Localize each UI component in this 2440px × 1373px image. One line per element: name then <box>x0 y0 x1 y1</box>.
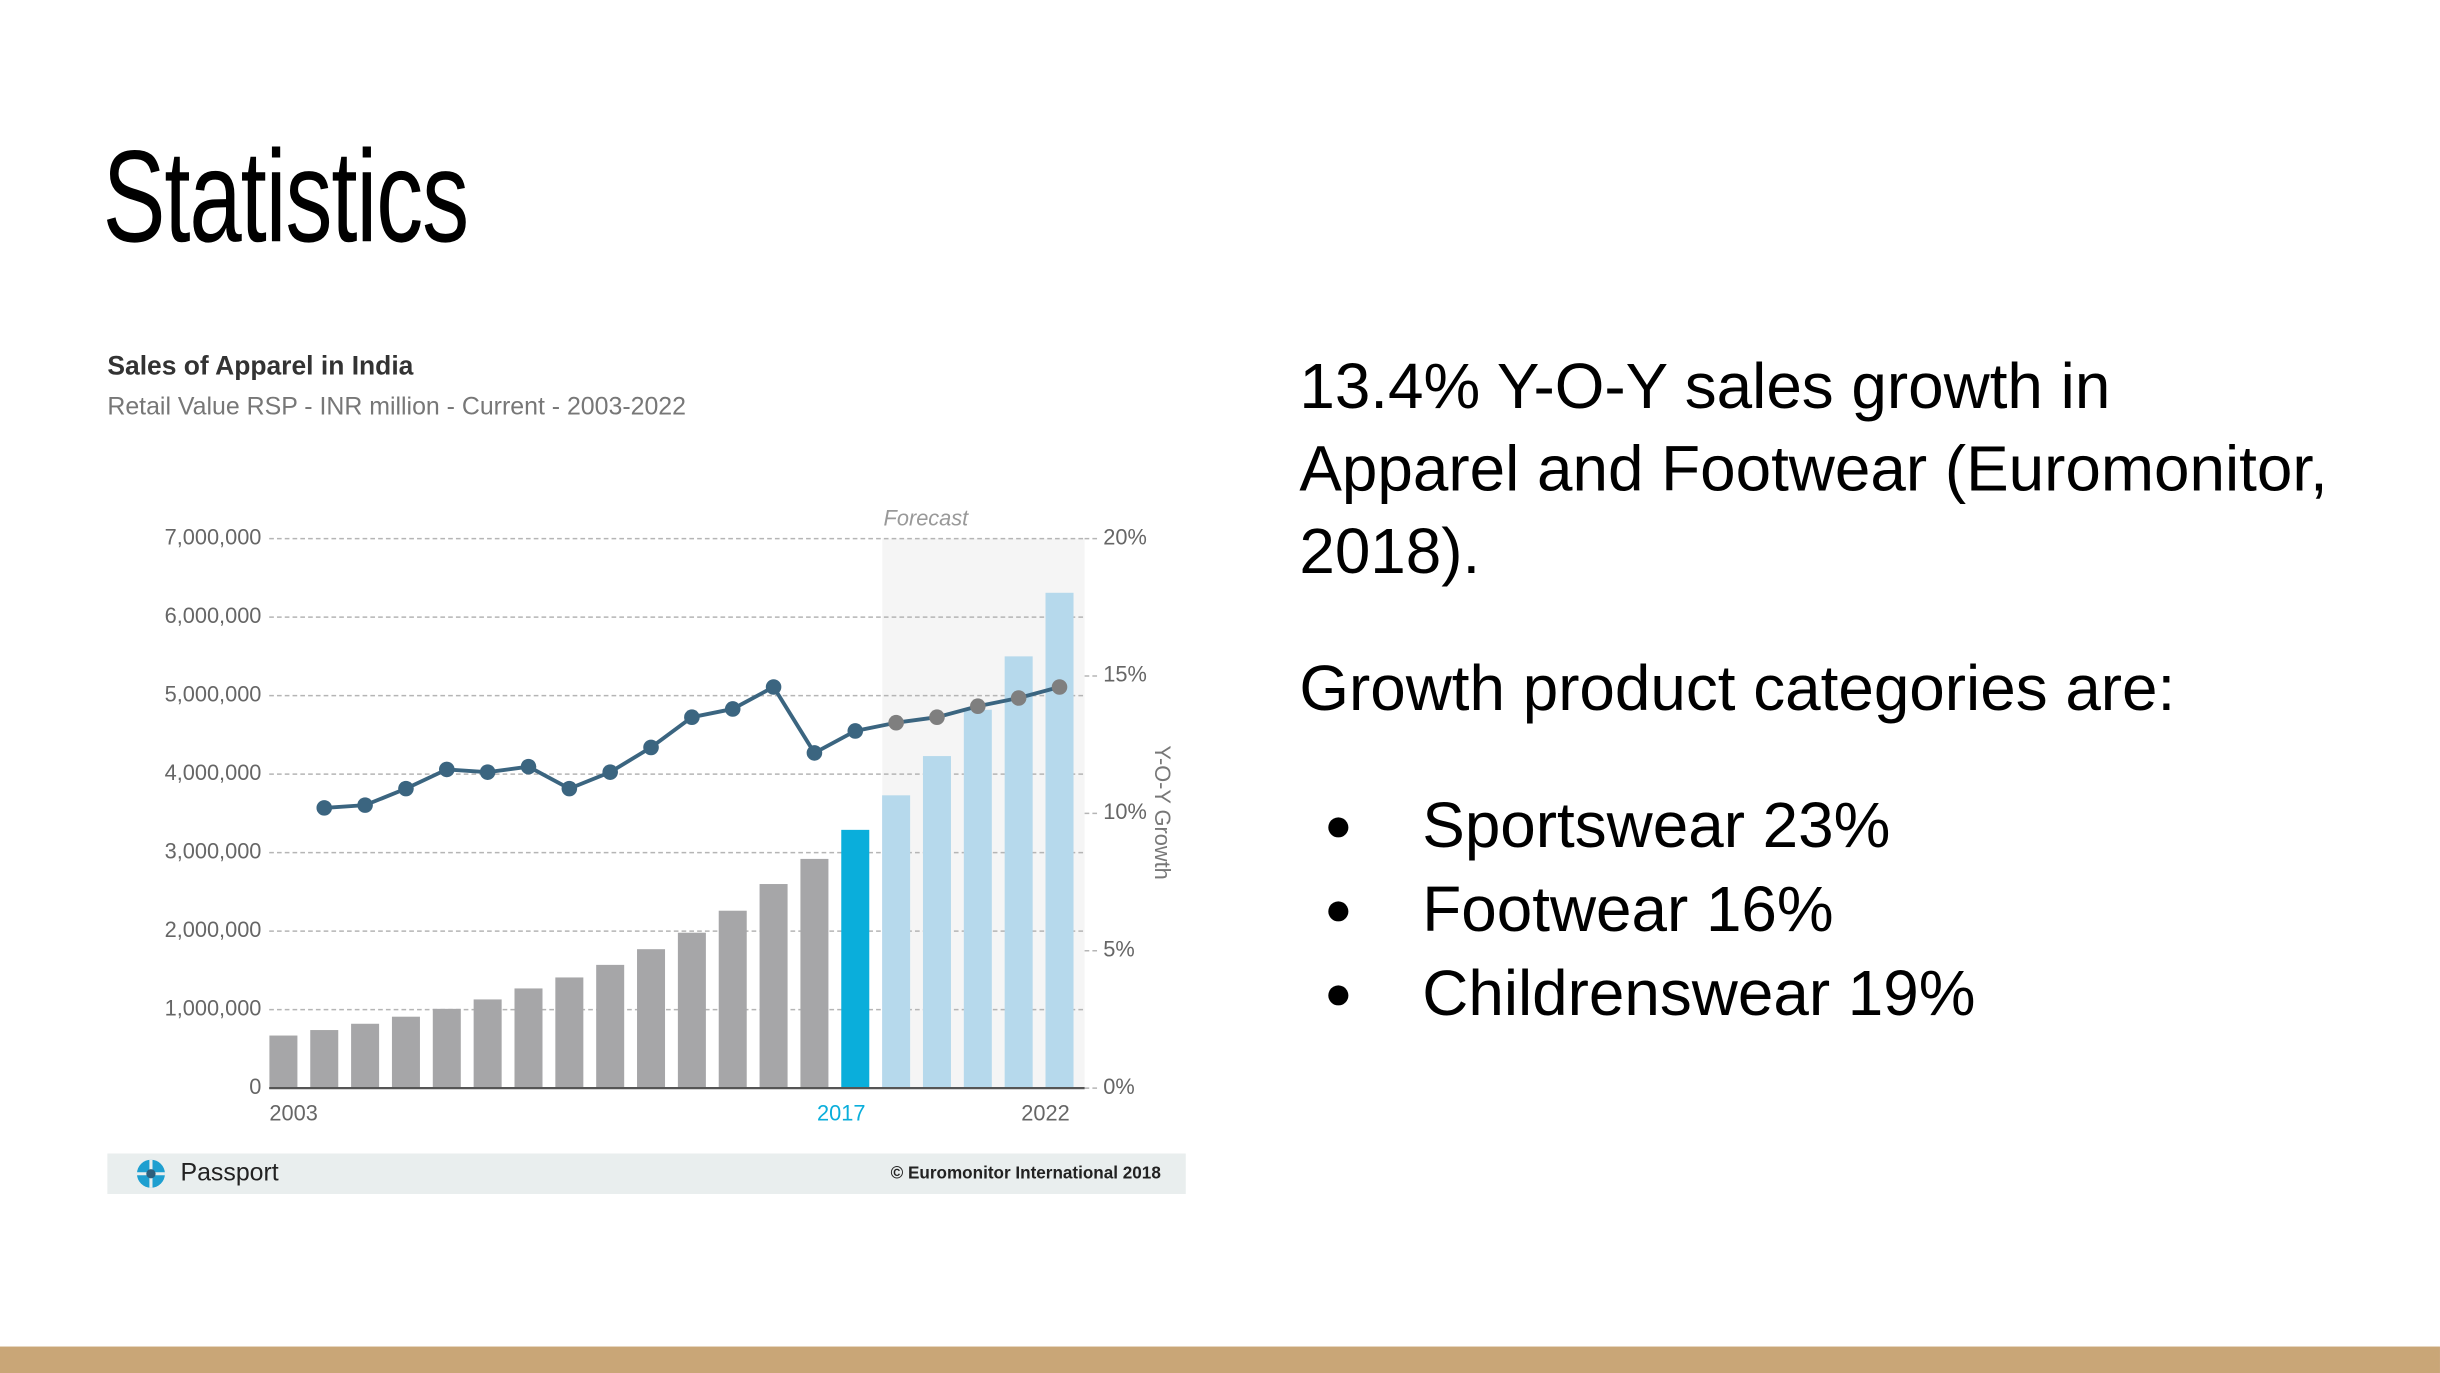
bar <box>473 999 502 1089</box>
bar <box>1045 592 1074 1089</box>
growth-point <box>561 780 578 797</box>
copyright: © Euromonitor International 2018 <box>891 1163 1161 1182</box>
passport-logo <box>136 1159 165 1188</box>
y-tick-label: 3,000,000 <box>165 838 262 863</box>
bullet: Sportswear 23% <box>1299 785 2342 869</box>
bar <box>963 709 992 1089</box>
bar <box>637 949 666 1089</box>
growth-point <box>479 764 496 780</box>
bar <box>391 1016 420 1089</box>
bar <box>269 1035 298 1089</box>
y2-tick-label: 15% <box>1103 662 1147 687</box>
bar <box>596 964 625 1089</box>
growth-point <box>316 800 333 816</box>
bar <box>800 858 829 1089</box>
x-tick-label: 2022 <box>1021 1100 1069 1125</box>
text-panel: 13.4% Y-O-Y sales growth in Apparel and … <box>1299 346 2342 1037</box>
growth-point <box>765 679 782 695</box>
chart: Sales of Apparel in India Retail Value R… <box>107 350 1186 1194</box>
bar <box>351 1023 380 1089</box>
bar <box>432 1008 461 1089</box>
y-tick-label: 4,000,000 <box>165 760 262 785</box>
y-tick-label: 5,000,000 <box>165 681 262 706</box>
bar <box>882 795 911 1089</box>
y-tick-label: 2,000,000 <box>165 917 262 942</box>
y2-axis-label: Y-O-Y Growth <box>1150 745 1175 879</box>
growth-point <box>970 698 986 715</box>
y2-tick-label: 10% <box>1103 799 1147 824</box>
growth-point <box>643 739 659 756</box>
source-brand: Passport <box>181 1158 279 1186</box>
growth-point <box>357 797 373 813</box>
y2-tick-label: 5% <box>1103 937 1134 962</box>
bar <box>555 977 584 1089</box>
y-tick-label: 1,000,000 <box>165 995 262 1020</box>
growth-point <box>684 709 700 725</box>
x-tick-label: 2003 <box>269 1100 317 1125</box>
bullet-list: Sportswear 23%Footwear 16%Childrenswear … <box>1299 785 2342 1037</box>
bar <box>759 884 788 1089</box>
intro: Growth product categories are: <box>1299 652 2176 724</box>
y2-tick-label: 0% <box>1103 1074 1134 1099</box>
growth-point <box>847 723 864 739</box>
paragraph: 13.4% Y-O-Y sales growth in Apparel and … <box>1299 350 2328 587</box>
bar <box>310 1030 339 1089</box>
growth-point <box>806 745 823 761</box>
y-tick-label: 7,000,000 <box>165 524 262 549</box>
bar <box>1004 656 1033 1089</box>
bar <box>841 829 870 1089</box>
bullet: Childrenswear 19% <box>1299 953 2342 1037</box>
slide-title: Statistics <box>102 122 469 270</box>
growth-point <box>1010 690 1027 706</box>
chart-title: Sales of Apparel in India <box>107 350 413 380</box>
growth-point <box>398 780 414 797</box>
forecast-label: Forecast <box>884 506 970 531</box>
footer-band <box>107 1153 1186 1194</box>
growth-point <box>888 714 904 731</box>
growth-point <box>439 761 455 778</box>
growth-point <box>724 701 741 717</box>
bar <box>922 756 951 1089</box>
bottom-bar <box>0 1346 2440 1373</box>
bar <box>718 910 747 1089</box>
y2-tick-label: 20% <box>1103 524 1147 549</box>
bar <box>514 988 543 1089</box>
growth-point <box>929 709 945 725</box>
y-tick-label: 6,000,000 <box>165 603 262 628</box>
growth-point <box>602 764 618 780</box>
growth-point <box>520 758 537 775</box>
x-tick-label: 2017 <box>817 1100 865 1125</box>
chart-subtitle: Retail Value RSP - INR million - Current… <box>107 392 686 420</box>
bar <box>677 932 706 1089</box>
y-tick-label: 0 <box>249 1074 261 1099</box>
bullet: Footwear 16% <box>1299 869 2342 953</box>
growth-point <box>1051 679 1068 695</box>
